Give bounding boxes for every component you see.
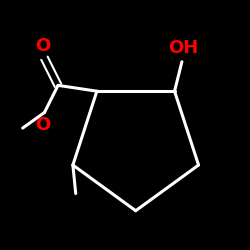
Text: O: O [35,116,50,134]
Text: OH: OH [168,40,199,58]
Text: O: O [35,37,50,55]
